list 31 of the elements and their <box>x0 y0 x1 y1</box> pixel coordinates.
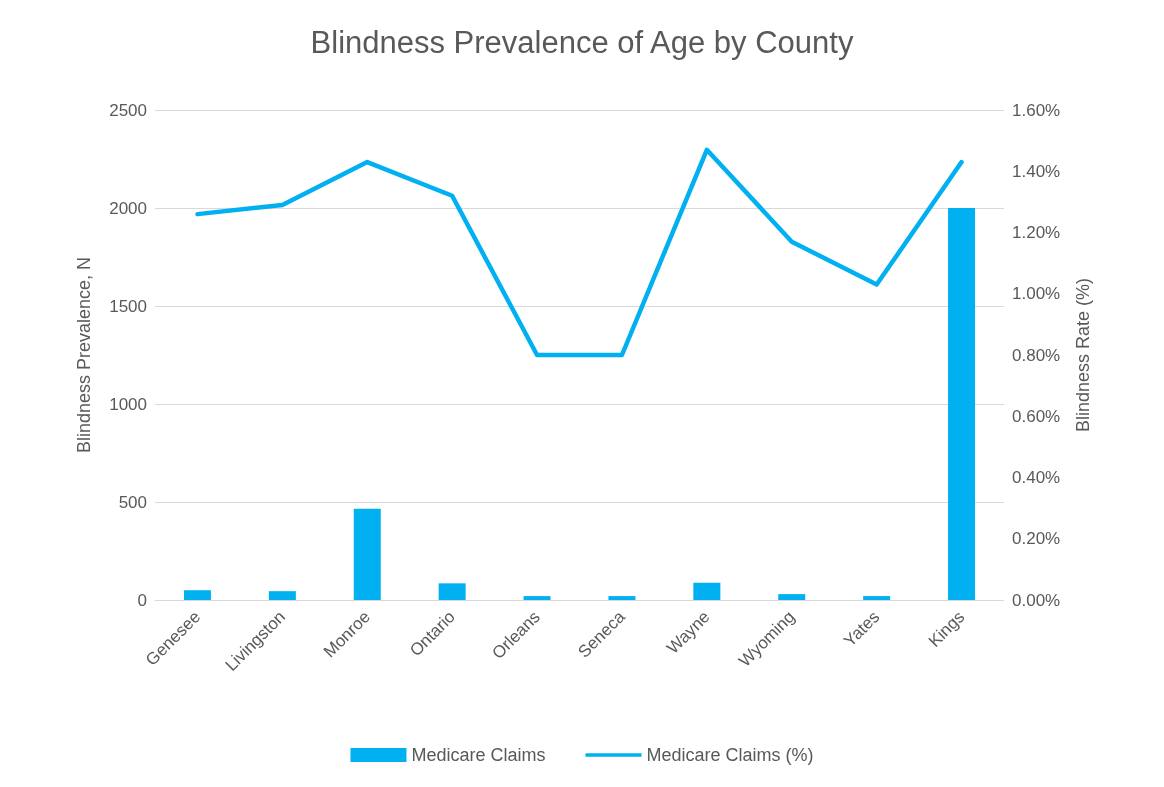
bar <box>863 596 891 600</box>
y2-tick-label: 0.80% <box>1012 345 1061 365</box>
y2-tick-label: 1.60% <box>1012 100 1061 120</box>
y-tick-label: 500 <box>118 492 147 512</box>
bar <box>778 594 806 600</box>
bar <box>353 508 381 600</box>
y2-tick-label: 0.60% <box>1012 406 1061 426</box>
line-series <box>195 147 964 358</box>
legend-label: Medicare Claims <box>411 745 546 765</box>
y2-tick-label: 1.40% <box>1012 161 1061 181</box>
y2-tick-label: 0.40% <box>1012 468 1061 487</box>
bar <box>608 596 636 600</box>
y2-tick-label: 1.20% <box>1012 223 1061 242</box>
y-tick-label: 1500 <box>109 296 147 316</box>
bar <box>183 590 211 600</box>
bar <box>948 208 976 600</box>
y2-tick-label: 1.00% <box>1012 284 1061 304</box>
y-tick-label: 2500 <box>109 100 147 120</box>
bar <box>523 596 551 600</box>
chart-title: Blindness Prevalence of Age by County <box>310 25 854 60</box>
y-tick-label: 1000 <box>109 394 147 414</box>
bar <box>693 582 721 600</box>
legend-label: Medicare Claims (%) <box>646 745 814 765</box>
y2-tick-label: 0.00% <box>1012 590 1061 610</box>
bar <box>438 583 466 600</box>
bar <box>268 591 296 600</box>
y-tick-label: 2000 <box>109 198 147 218</box>
y-axis-title: Blindness Prevalence, N <box>74 256 94 454</box>
y2-axis-title: Blindness Rate (%) <box>1073 277 1093 433</box>
y-tick-label: 0 <box>137 590 147 610</box>
y2-tick-label: 0.20% <box>1012 529 1061 549</box>
